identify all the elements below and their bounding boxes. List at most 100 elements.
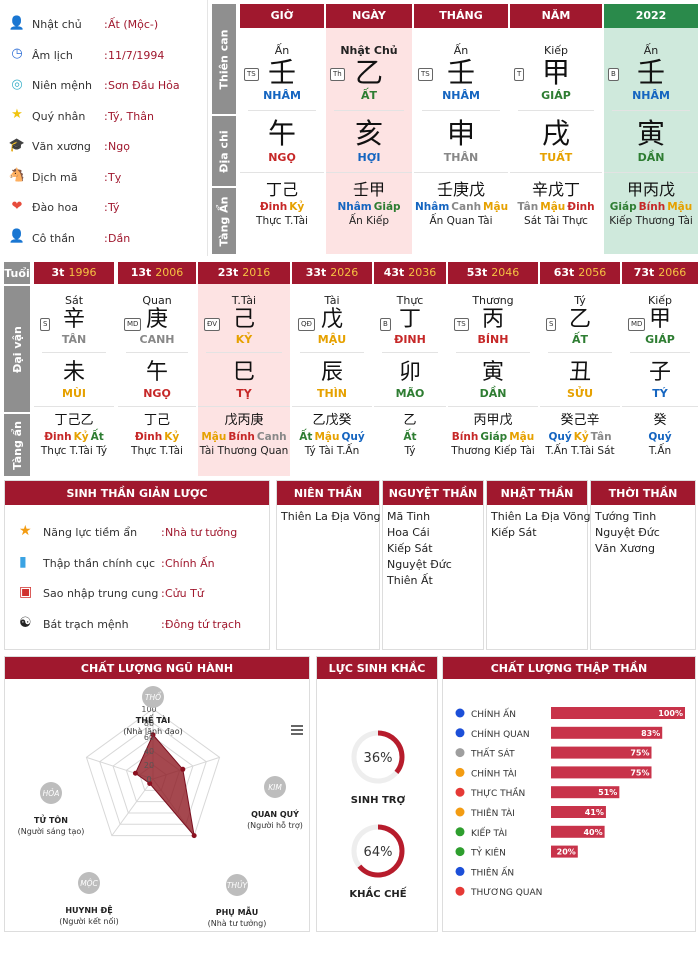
bar-value-label: 75%: [630, 749, 649, 758]
bar-category-label: CHÍNH ẤN: [471, 708, 516, 720]
luck-column[interactable]: 33t 2026 Tài QĐ 戊 MẬU 辰 THÌN 乙戊癸 Ất Mậu Quý Tý Tài T…: [292, 262, 372, 476]
pillar-branch-name: TUẤT: [539, 151, 573, 164]
luck-column[interactable]: 23t 2016 T.Tài ĐV 己 KỶ 巳 TỴ 戊丙庚 Mậu Bính Canh Tài Th…: [198, 262, 290, 476]
luck-god: Thương: [472, 294, 514, 307]
pillar-column[interactable]: THÁNG Ấn TS 壬 NHÂM 申 THÂN 壬庚戊 Nhâm Canh Mậu Ấn Quan…: [414, 4, 508, 254]
element-desc: (Người sáng tạo): [18, 826, 85, 837]
hidden-stem-name: Mậu: [314, 431, 340, 443]
profile-label: Niên mệnh: [32, 79, 92, 92]
profile-row: 👤 Nhật chủ Ất (Mộc-):: [0, 14, 208, 36]
donut-charts: 36% SINH TRỢ 64% KHẮC CHẾ: [349, 730, 407, 900]
bar-value-label: 51%: [598, 788, 617, 797]
luck-hidden-gods: Tý: [404, 445, 416, 457]
profile-label: Nhật chủ: [32, 18, 82, 31]
star-item: Thiên Ất: [387, 574, 433, 587]
luck-column[interactable]: 73t 2066 Kiếp MD 甲 GIÁP 子 TÝ 癸 Quý T.Ấn: [622, 262, 698, 476]
hidden-stem-name: Mậu: [201, 431, 227, 443]
bar-value-label: 41%: [585, 808, 604, 817]
hidden-stem-name: Ất: [90, 431, 104, 443]
profile-value: Sơn Đầu Hỏa: [108, 79, 180, 92]
luck-header: 3t 1996: [34, 262, 114, 284]
radar-point: [150, 732, 156, 738]
element-name: KIM: [268, 783, 282, 792]
luck-branch-name: THÌN: [316, 387, 347, 400]
colon: :: [104, 231, 108, 245]
luck-hidden-gods: Tý Tài T.Ấn: [304, 445, 360, 457]
pillar-header: NGÀY: [326, 4, 412, 28]
divider: [374, 406, 446, 407]
hidden-stem-name: Mậu: [509, 431, 535, 443]
star-item: Thiên La Địa Võng: [491, 510, 591, 523]
luck-column[interactable]: 13t 2006 Quan MD 庚 CANH 午 NGỌ 丁己 Đinh Kỷ Thực T.Tài: [118, 262, 196, 476]
profile-row: 👤 Cô thần Dần:: [0, 228, 208, 250]
luck-hidden-names: Quý: [622, 431, 698, 443]
luck-stem-name: KỶ: [235, 333, 253, 346]
bar: [551, 707, 685, 719]
force-title: LỰC SINH KHẮC: [317, 657, 437, 679]
horse-icon-glyph: 🐴: [8, 168, 26, 183]
profile-value: Tỵ: [108, 170, 122, 184]
divider: [422, 110, 500, 111]
element-title: HUYNH ĐỆ: [65, 905, 112, 915]
pillar-header: 2022: [604, 4, 698, 28]
luck-hidden-gods: Thực T.Tài: [131, 445, 183, 457]
bar-value-label: 40%: [583, 828, 602, 837]
chart-menu-icon[interactable]: [291, 725, 303, 735]
pillar-hidden: 丁己: [265, 180, 298, 199]
colon: :: [104, 18, 108, 31]
luck-stem-name: MẬU: [317, 333, 347, 346]
luck-god: Thực: [396, 294, 424, 307]
profile-label: Đào hoa: [32, 201, 78, 214]
pillar-column[interactable]: 2022 Ấn B 壬 NHÂM 寅 DẦN 甲丙戊 Giáp Bính Mậu Kiếp Thươn…: [604, 4, 698, 254]
bar: [551, 766, 652, 779]
luck-hidden-gods: T.Ấn T.Tài Sát: [545, 445, 615, 457]
luck-hidden: 癸: [653, 413, 667, 428]
clock-icon: ◷: [8, 45, 26, 63]
hidden-stem-name: Ất: [403, 431, 417, 443]
luck-age: 3t: [51, 266, 65, 279]
divider: [198, 406, 290, 407]
luck-branch: 丑: [568, 360, 591, 385]
profile-panel: 👤 Nhật chủ Ất (Mộc-): ◷ Âm lịch 11/7/1994: ◎ Ni…: [0, 0, 208, 256]
luck-hidden: 丙甲戊: [473, 413, 513, 428]
pillars-panel: Thiên can Địa chi Tàng Ẩn GIỜ Ấn TS 壬 NHÂM 午 N…: [212, 0, 700, 256]
colon: :: [161, 587, 165, 600]
star-item: Nguyệt Đức: [595, 526, 660, 539]
element-name: THỔ: [145, 692, 162, 702]
radar-grid-ring: [99, 722, 207, 825]
luck-column[interactable]: 53t 2046 Thương TS 丙 BÍNH 寅 DẦN 丙甲戊 Bính Giáp Mậu Th…: [448, 262, 538, 476]
star-item: Nguyệt Đức: [387, 558, 452, 571]
profile-row: ◎ Niên mệnh Sơn Đầu Hỏa:: [0, 75, 208, 97]
pillar-column[interactable]: NĂM Kiếp T 甲 GIÁP 戌 TUẤT 辛戊丁 Tân Mậu Đinh Sát Tài T…: [510, 4, 602, 254]
heart-icon: ❤: [8, 197, 26, 215]
profile-label: Dịch mã: [32, 170, 78, 184]
bar-category-label: THIÊN TÀI: [470, 807, 515, 819]
luck-age: 43t: [383, 266, 405, 279]
profile-row: 🐴 Dịch mã Tỵ:: [0, 167, 208, 189]
luck-branch-name: SỬU: [566, 387, 594, 400]
pillar-column[interactable]: NGÀY Nhật Chủ Th 乙 ẤT 亥 HỢI 壬甲 Nhâm Giáp Ấn Kiếp: [326, 4, 412, 254]
pillar-header: NĂM: [510, 4, 602, 28]
hidden-stem-name: Mậu: [540, 201, 566, 213]
star-panel-title: NHẬT THẦN: [487, 481, 587, 505]
luck-column[interactable]: 43t 2036 Thực B 丁 ĐINH 卯 MÃO 乙 Ất Tý: [374, 262, 446, 476]
hidden-stem-name: Đinh: [134, 431, 163, 443]
luck-branch-name: DẦN: [479, 387, 507, 400]
luck-column[interactable]: 63t 2056 Tý S 乙 ẤT 丑 SỬU 癸己辛 Quý Kỷ Tân T.Ấn T.Tài S…: [540, 262, 620, 476]
radar-point: [132, 770, 138, 776]
star-panel: THỜI THẦN Tướng Tinh Nguyệt Đức Văn Xương: [590, 480, 696, 650]
summary-value: Chính Ấn: [165, 556, 215, 570]
divider: [414, 172, 508, 173]
luck-stem: 己: [232, 307, 255, 332]
pillar-hidden-names: Giáp Bính Mậu: [604, 201, 698, 213]
luck-column[interactable]: 3t 1996 Sát S 辛 TÂN 未 MÙI 丁己乙 Đinh Kỷ Ất Thực T.Tài …: [34, 262, 114, 476]
luck-stem: 辛: [62, 307, 85, 332]
luck-hidden-names: Bính Giáp Mậu: [448, 431, 538, 443]
horse-icon: 🐴: [8, 167, 26, 185]
luck-year: 2016: [242, 266, 271, 279]
clock-icon-glyph: ◷: [11, 46, 23, 61]
luck-header: 13t 2006: [118, 262, 196, 284]
pillar-column[interactable]: GIỜ Ấn TS 壬 NHÂM 午 NGỌ 丁己 Đinh Kỷ Thực T.Tài: [240, 4, 324, 254]
element-title: QUAN QUÝ: [251, 808, 299, 819]
bar-value-label: 20%: [557, 848, 576, 857]
